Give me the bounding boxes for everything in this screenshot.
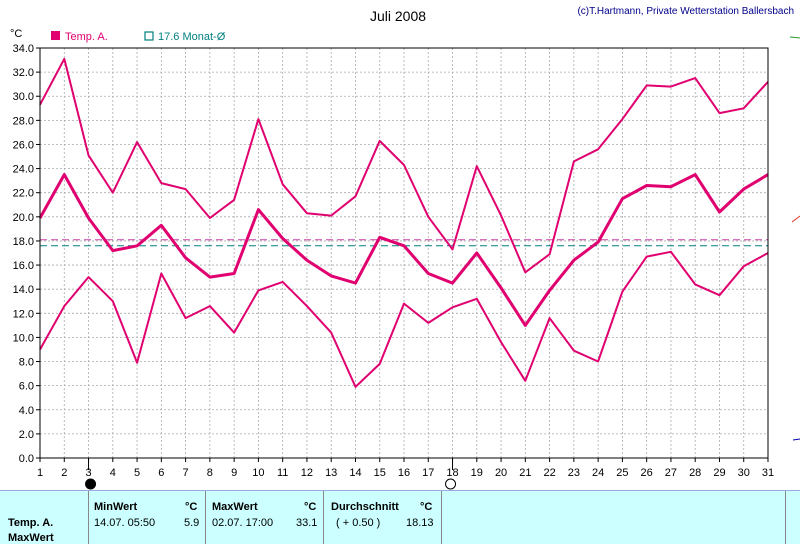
footer-divider	[88, 491, 89, 544]
x-tick-label: 10	[252, 467, 264, 479]
x-tick-label: 7	[183, 467, 189, 479]
series-line-max	[39, 57, 769, 274]
x-tick-label: 11	[277, 467, 288, 479]
max-datetime: 02.07. 17:00	[212, 517, 274, 529]
min-datetime: 14.07. 05:50	[94, 517, 156, 529]
y-tick-label: 6.0	[19, 381, 34, 393]
min-unit: °C	[185, 501, 198, 513]
series-line-durchschnitt	[38, 173, 769, 327]
x-tick-label: 16	[398, 467, 410, 479]
x-tick-label: 8	[207, 467, 213, 479]
y-tick-label: 32.0	[13, 67, 34, 79]
avg-delta: ( + 0.50 )	[336, 517, 381, 529]
temperature-chart: 0.0 2.0 4.0 6.0 8.0 10.0 12.0 14.0 16.0 18.0 20.0 2…	[10, 6, 800, 490]
y-tick-label: 22.0	[13, 188, 34, 200]
series-line-min	[39, 250, 769, 388]
y-tick-label: 10.0	[13, 332, 34, 344]
grid-lines	[39, 47, 769, 459]
y-tick-label: 34.0	[13, 43, 34, 55]
min-value: 5.9	[184, 517, 200, 529]
y-tick-label: 28.0	[13, 115, 34, 127]
avg-value: 18.13	[406, 517, 434, 529]
y-tick-label: 0.0	[19, 453, 34, 465]
new-moon-icon	[85, 478, 97, 490]
statistics-footer: Temp. A. MaxWert MinWert °C 14.07. 05:50…	[0, 490, 800, 544]
x-tick-label: 23	[568, 467, 580, 479]
x-tick-label: 25	[616, 467, 628, 479]
legend-label-temp: Temp. A.	[65, 31, 108, 43]
x-tick-label: 17	[422, 467, 434, 479]
y-axis-unit: °C	[10, 28, 22, 40]
full-moon-icon	[445, 478, 457, 490]
footer-divider	[441, 491, 442, 544]
y-tick-label: 8.0	[19, 357, 34, 369]
y-tick-label: 4.0	[19, 405, 34, 417]
x-tick-label: 5	[134, 467, 140, 479]
x-tick-label: 21	[519, 467, 531, 479]
chart-title: Juli 2008	[370, 8, 426, 24]
y-tick-label: 14.0	[13, 284, 34, 296]
x-tick-label: 24	[592, 467, 604, 479]
footer-divider	[205, 491, 206, 544]
x-tick-label: 27	[665, 467, 677, 479]
y-tick-label: 16.0	[13, 260, 34, 272]
x-tick-label: 26	[641, 467, 653, 479]
x-tick-label: 9	[231, 467, 237, 479]
x-tick-label: 1	[37, 467, 43, 479]
credit-text: (c)T.Hartmann, Private Wetterstation Bal…	[577, 6, 794, 17]
footer-row-label-max: MaxWert	[8, 532, 54, 544]
min-header: MinWert	[94, 501, 138, 513]
x-tick-label: 29	[713, 467, 725, 479]
x-tick-label: 31	[762, 467, 774, 479]
footer-row-label-temp: Temp. A.	[8, 517, 54, 529]
y-tick-label: 12.0	[13, 308, 34, 320]
x-axis-ticks: 1 2 3 4 5 6 7 8 9 10 11 12 13 14 15 16 17 18 19 20 21 22 23 24 2…	[37, 458, 774, 479]
footer-divider	[785, 491, 786, 544]
avg-unit: °C	[420, 501, 433, 513]
x-tick-label: 18	[446, 467, 458, 479]
legend-swatch-temp	[51, 31, 60, 40]
x-tick-label: 6	[158, 467, 164, 479]
y-tick-label: 18.0	[13, 236, 34, 248]
x-tick-label: 2	[61, 467, 67, 479]
y-tick-label: 2.0	[19, 429, 34, 441]
right-edge-mark-blue	[792, 438, 800, 441]
x-tick-label: 12	[301, 467, 313, 479]
y-tick-label: 20.0	[13, 212, 34, 224]
x-tick-label: 14	[349, 467, 361, 479]
max-unit: °C	[304, 501, 317, 513]
footer-divider	[323, 491, 324, 544]
avg-header: Durchschnitt	[331, 501, 399, 513]
x-tick-label: 30	[738, 467, 750, 479]
right-edge-mark-red	[791, 215, 800, 223]
legend-label-month-avg: 17.6 Monat-Ø	[158, 31, 226, 43]
x-tick-label: 22	[543, 467, 555, 479]
plot-frame	[39, 47, 769, 459]
x-tick-label: 19	[471, 467, 483, 479]
y-tick-label: 24.0	[13, 164, 34, 176]
right-edge-mark-green	[789, 36, 800, 39]
x-tick-label: 3	[85, 467, 91, 479]
max-value: 33.1	[296, 517, 318, 529]
legend-swatch-month-avg	[144, 31, 154, 41]
y-axis-ticks: 0.0 2.0 4.0 6.0 8.0 10.0 12.0 14.0 16.0 18.0 20.0 2…	[13, 43, 40, 465]
x-tick-label: 13	[325, 467, 337, 479]
moon-phase-markers	[85, 458, 457, 490]
y-tick-label: 26.0	[13, 139, 34, 151]
data-series	[38, 57, 769, 388]
max-header: MaxWert	[212, 501, 258, 513]
x-tick-label: 20	[495, 467, 507, 479]
x-tick-label: 28	[689, 467, 701, 479]
x-tick-label: 15	[374, 467, 386, 479]
y-tick-label: 30.0	[13, 91, 34, 103]
x-tick-label: 4	[110, 467, 116, 479]
